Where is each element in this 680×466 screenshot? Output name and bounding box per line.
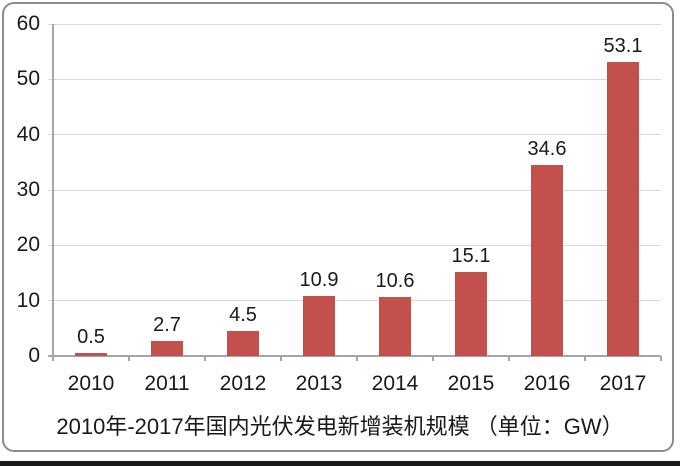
bar-value-label: 34.6 xyxy=(527,137,567,160)
x-tick-mark xyxy=(432,356,434,361)
x-tick-label: 2010 xyxy=(67,372,115,395)
x-tick-mark xyxy=(280,356,282,361)
y-tick-label: 30 xyxy=(16,178,40,201)
x-tick-mark xyxy=(356,356,358,361)
x-tick-label: 2012 xyxy=(219,372,267,395)
bar-value-label: 2.7 xyxy=(153,314,181,337)
bar xyxy=(455,272,487,356)
x-tick-mark xyxy=(204,356,206,361)
gridline xyxy=(48,300,661,302)
x-tick-label: 2013 xyxy=(295,372,343,395)
x-tick-label: 2011 xyxy=(144,372,190,395)
chart-title: 2010年-2017年国内光伏发电新增装机规模 （单位：GW） xyxy=(56,414,624,439)
y-tick-label: 0 xyxy=(28,344,40,367)
y-tick-label: 40 xyxy=(16,122,40,146)
bar xyxy=(75,353,107,356)
gridline xyxy=(48,244,661,246)
y-tick-label: 10 xyxy=(16,288,40,312)
bar-value-label: 15.1 xyxy=(451,245,491,268)
gridline xyxy=(48,23,661,25)
x-axis-line xyxy=(48,355,661,357)
x-tick-label: 2016 xyxy=(523,372,571,395)
bar xyxy=(607,62,639,356)
bar-value-label: 0.5 xyxy=(77,326,105,349)
bottom-edge-strip xyxy=(0,461,680,466)
x-tick-mark xyxy=(660,356,662,361)
bar xyxy=(151,341,183,356)
gridline xyxy=(48,134,661,136)
x-tick-label: 2015 xyxy=(447,372,495,395)
bar-value-label: 10.6 xyxy=(375,270,415,293)
y-tick-label: 50 xyxy=(16,67,40,91)
x-tick-label: 2014 xyxy=(371,372,419,395)
gridline xyxy=(48,189,661,191)
bar-value-label: 53.1 xyxy=(603,35,643,58)
x-tick-mark xyxy=(52,356,54,361)
bar-value-label: 10.9 xyxy=(299,268,339,291)
bar xyxy=(227,331,259,356)
gridline xyxy=(48,78,661,80)
bar xyxy=(303,295,335,356)
x-tick-mark xyxy=(508,356,510,361)
bar-value-label: 4.5 xyxy=(229,304,257,327)
bar xyxy=(379,297,411,356)
x-tick-label: 2017 xyxy=(599,372,647,395)
y-tick-label: 60 xyxy=(16,12,40,35)
y-axis-line xyxy=(52,24,54,356)
x-tick-mark xyxy=(584,356,586,361)
x-tick-mark xyxy=(128,356,130,361)
bar xyxy=(531,164,563,356)
y-tick-label: 20 xyxy=(16,233,40,257)
